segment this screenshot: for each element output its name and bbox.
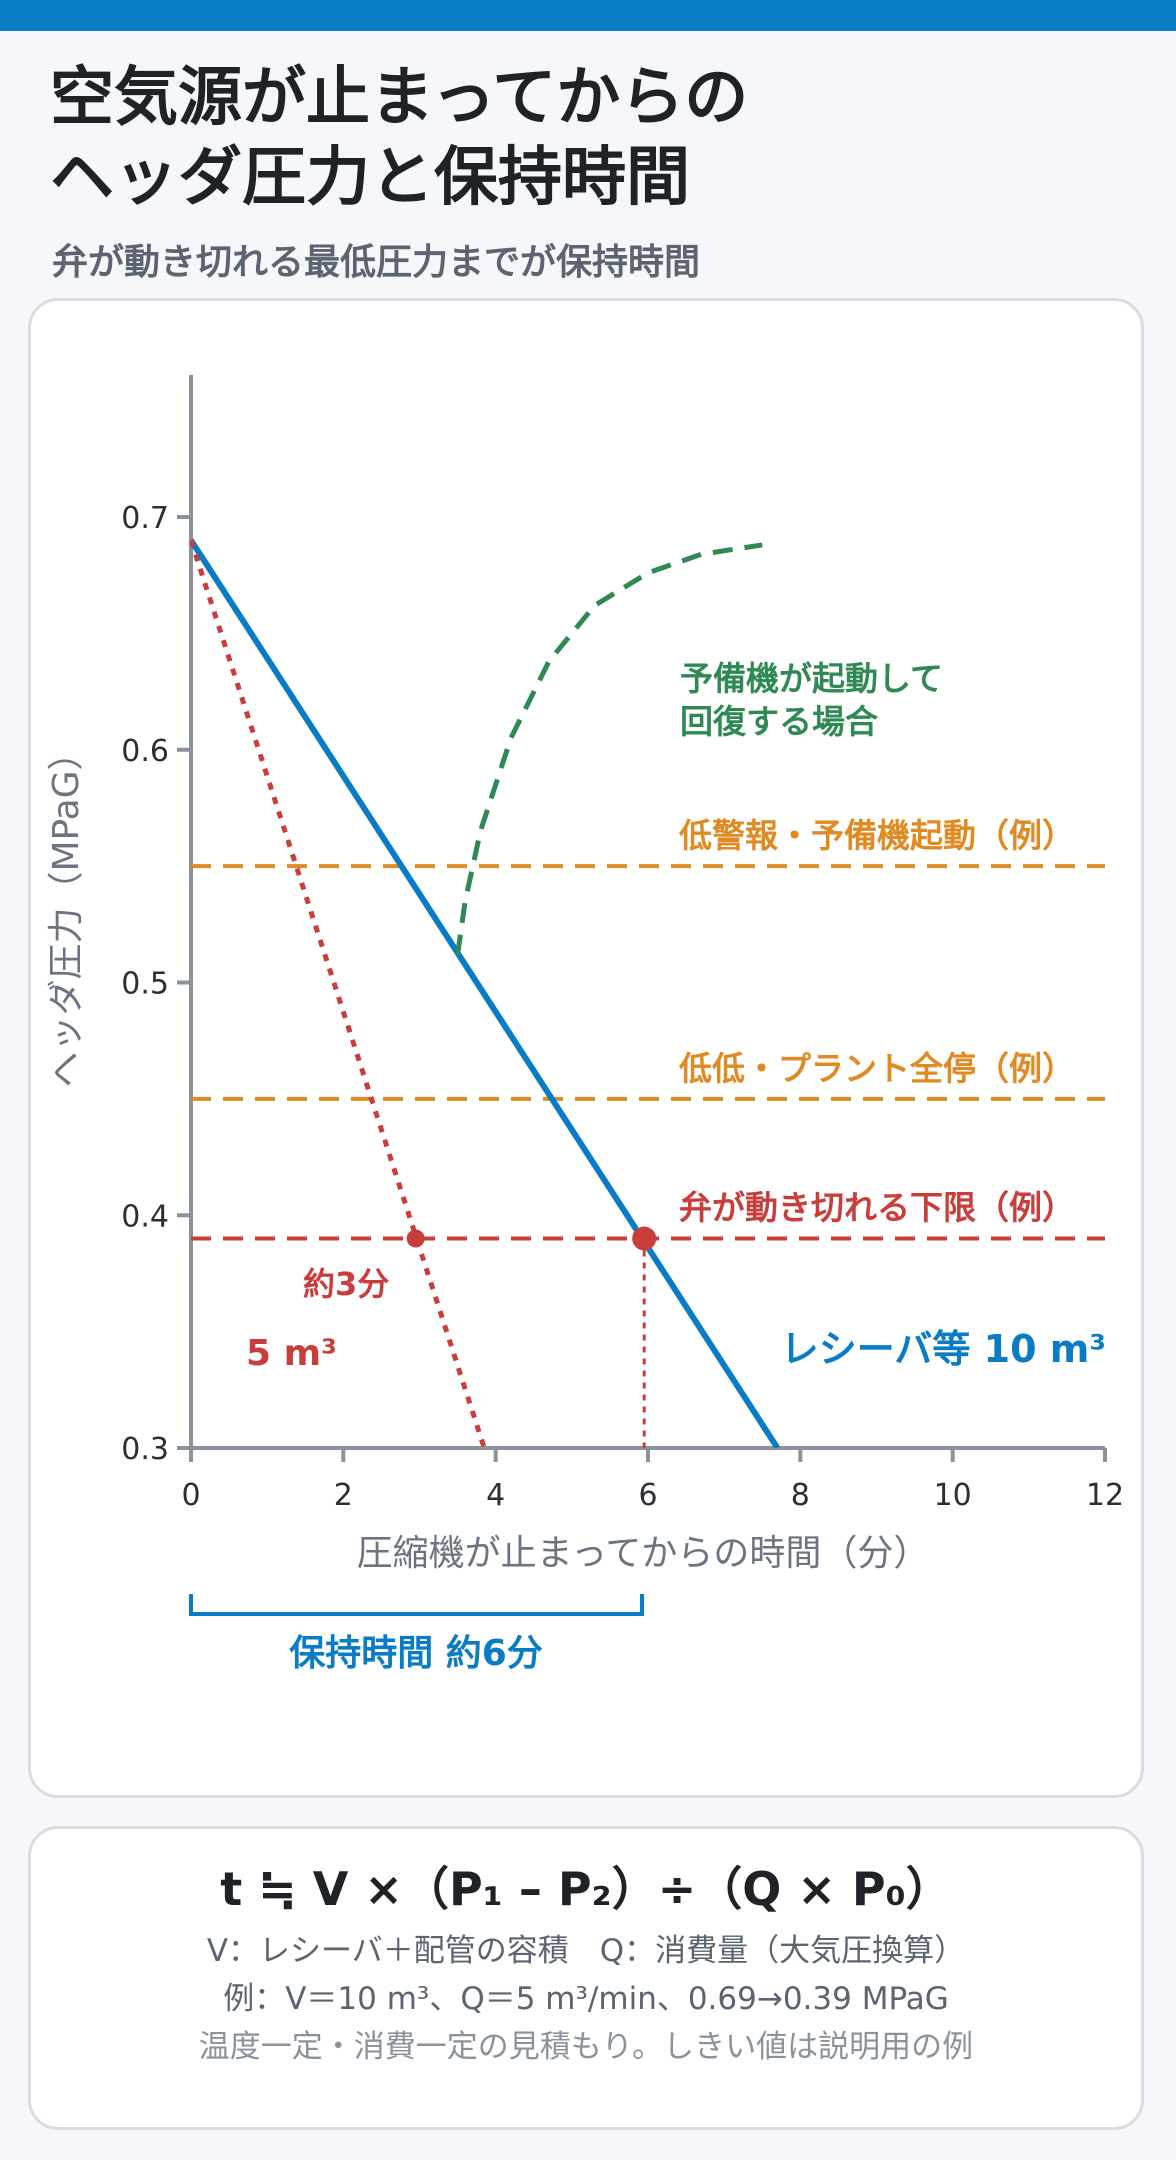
markers (406, 1226, 657, 1251)
label-recovery-line-1: 予備機が起動して (680, 659, 943, 698)
marker-point (406, 1229, 425, 1248)
label-receiver-10: レシーバ等 10 m³ (781, 1327, 1106, 1371)
y-axis-label: ヘッダ圧力（MPaG） (46, 734, 87, 1087)
x-tick-label: 8 (791, 1478, 810, 1513)
marker-point (632, 1226, 657, 1251)
pressure-chart: 0.3 0.4 0.5 0.6 0.7 0 2 4 6 8 10 12 ヘッダ圧力（MPaG） 圧縮… (46, 375, 1124, 1674)
formula-definitions: V：レシーバ＋配管の容積 Q：消費量（大気圧換算） (206, 1933, 966, 1969)
title-line-2: ヘッダ圧力と保持時間 (50, 141, 690, 215)
x-tick-label: 10 (934, 1478, 972, 1513)
label-volume-5: 5 m³ (246, 1333, 337, 1374)
series-line (455, 542, 763, 955)
y-tick-label: 0.5 (121, 967, 169, 1002)
title-line-1: 空気源が止まってからの (50, 61, 749, 135)
formula-main: t ≒ V ×（P₁ – P₂）÷（Q × P₀） (220, 1862, 952, 1916)
x-axis-label: 圧縮機が止まってからの時間（分） (357, 1533, 930, 1574)
x-tick-label: 4 (486, 1478, 505, 1513)
y-tick-label: 0.4 (121, 1199, 169, 1234)
series-line (190, 538, 781, 1448)
x-tick-label: 0 (181, 1478, 200, 1513)
x-tick-label: 12 (1086, 1478, 1124, 1513)
hold-time-bracket (189, 1594, 644, 1616)
y-tick-label: 0.7 (121, 501, 169, 536)
label-recovery-line-2: 回復する場合 (680, 702, 878, 741)
formula-note: 温度一定・消費一定の見積もり。しきい値は説明用の例 (198, 2029, 974, 2065)
x-ticks: 0 2 4 6 8 10 12 (181, 1448, 1124, 1513)
y-ticks: 0.3 0.4 0.5 0.6 0.7 (121, 501, 191, 1467)
label-recovery-series: 予備機が起動して 回復する場合 (680, 659, 955, 741)
x-tick-label: 6 (638, 1478, 657, 1513)
series-line (190, 539, 487, 1448)
y-tick-label: 0.6 (121, 734, 169, 769)
series-lines (190, 538, 781, 1448)
threshold-label-valve-min: 弁が動き切れる下限（例） (679, 1188, 1075, 1227)
page-title: 空気源が止まってからの ヘッダ圧力と保持時間 (50, 58, 1130, 218)
x-tick-label: 2 (334, 1478, 353, 1513)
formula-example: 例：V＝10 m³、Q＝5 m³/min、0.69→0.39 MPaG (223, 1981, 949, 2017)
threshold-label-trip: 低低・プラント全停（例） (679, 1049, 1075, 1088)
chart-card (28, 298, 1144, 1798)
top-accent-bar (0, 0, 1176, 31)
threshold-label-low-alarm: 低警報・予備機起動（例） (679, 816, 1075, 855)
formula-card: t ≒ V ×（P₁ – P₂）÷（Q × P₀） V：レシーバ＋配管の容積 Q… (28, 1826, 1144, 2130)
hold-time-label: 保持時間 約6分 (289, 1633, 543, 1674)
page-subtitle: 弁が動き切れる最低圧力までが保持時間 (52, 242, 701, 283)
label-approx-3min: 約3分 (303, 1265, 389, 1303)
y-tick-label: 0.3 (121, 1432, 169, 1467)
